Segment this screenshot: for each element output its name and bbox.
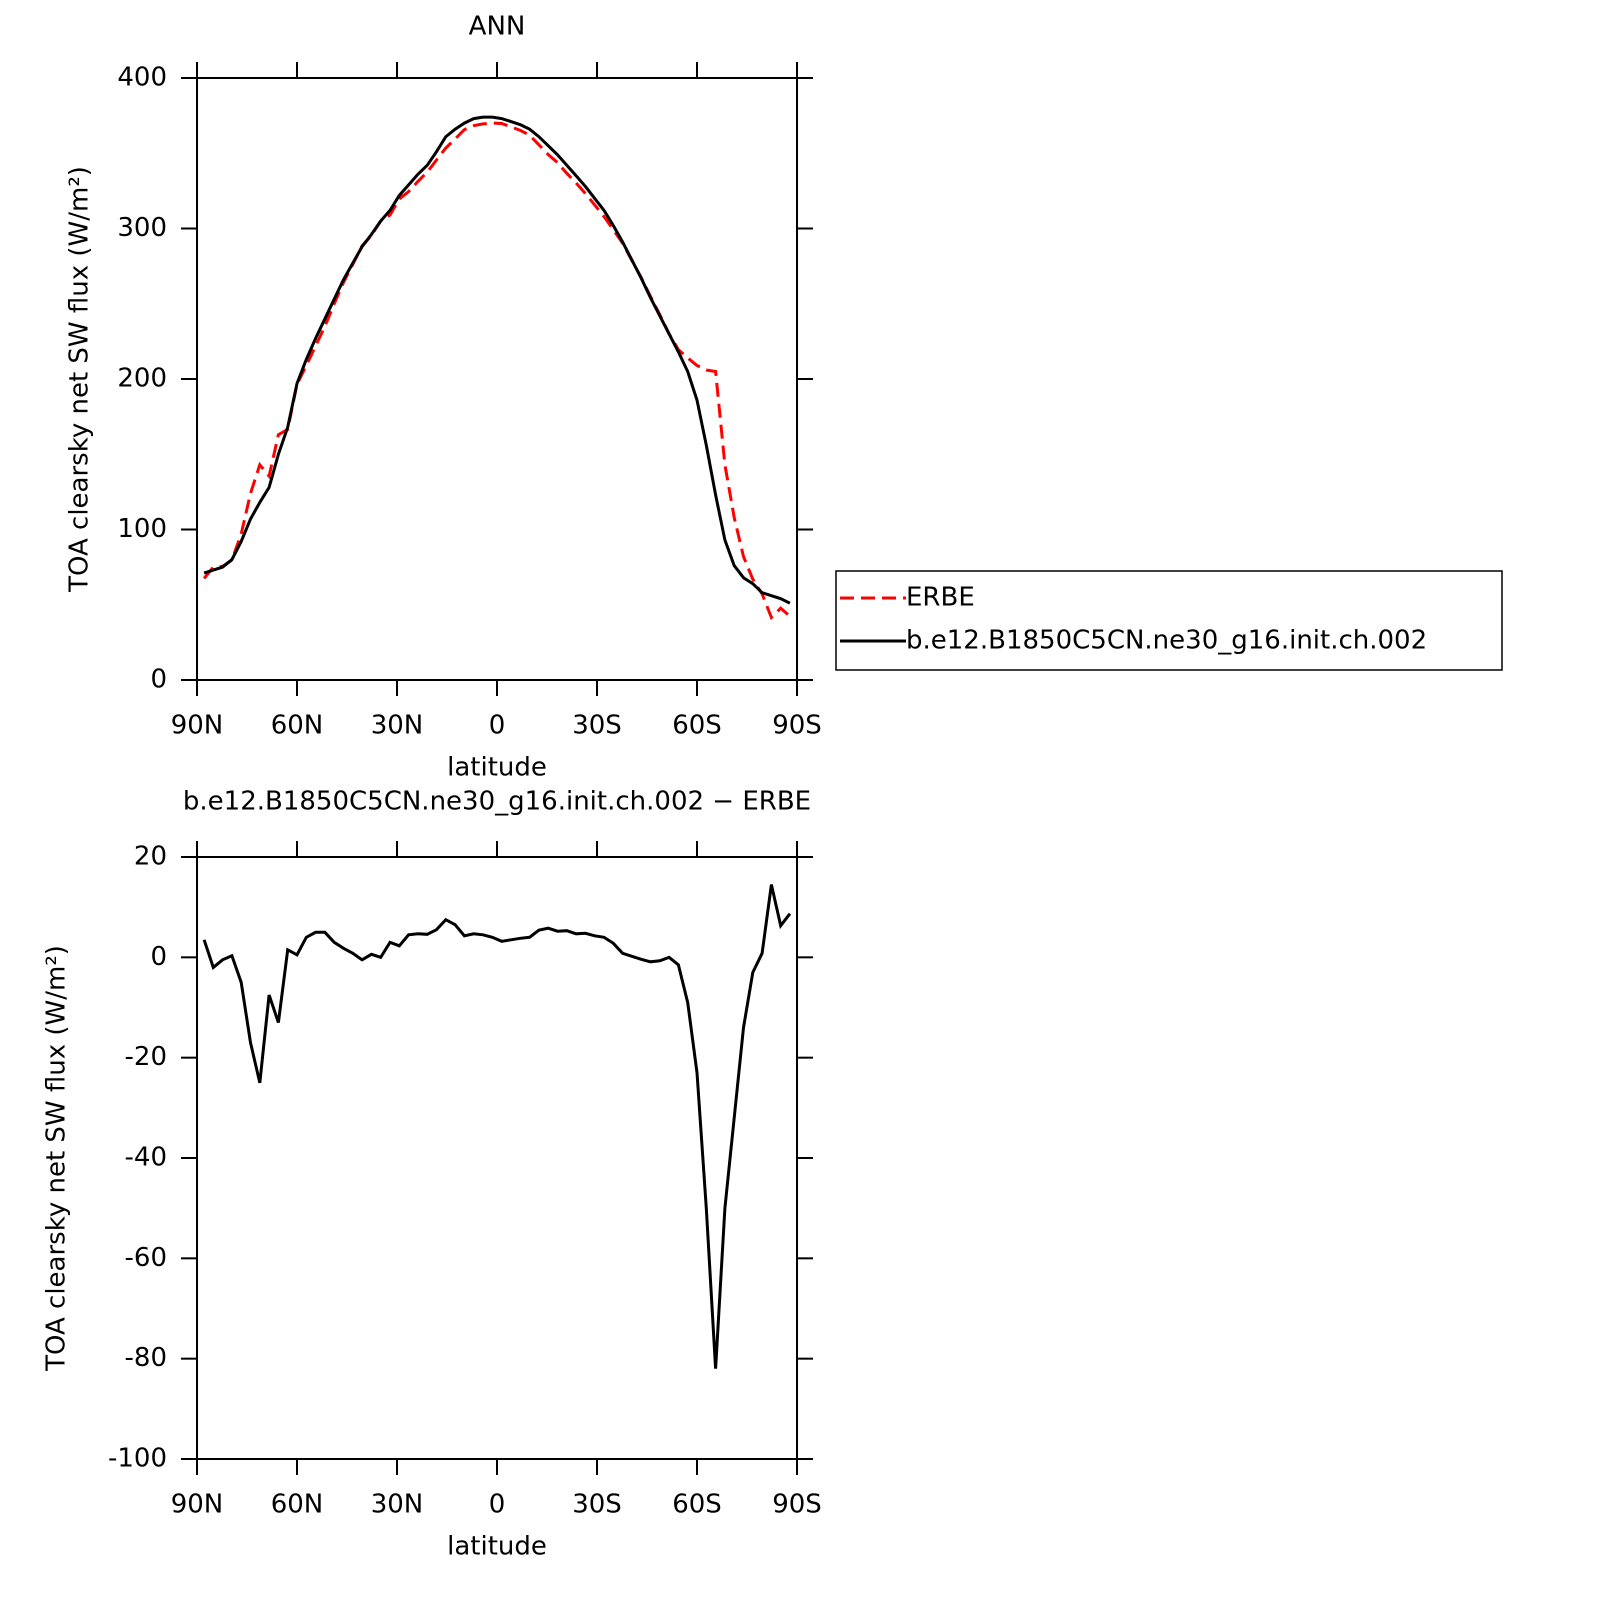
data-line [203, 115, 791, 605]
x-tick-label: 60N [271, 711, 324, 741]
x-tick-label: 30N [371, 1490, 424, 1520]
x-tick-label: 90S [772, 1490, 822, 1520]
y-tick-label: 300 [117, 213, 167, 243]
y-axis-label: TOA clearsky net SW flux (W/m²) [65, 166, 95, 593]
x-axis-label: latitude [447, 1532, 547, 1562]
x-tick-label: 90N [171, 1490, 224, 1520]
y-tick-label: 100 [117, 514, 167, 544]
legend-label: b.e12.B1850C5CN.ne30_g16.init.ch.002 [906, 626, 1427, 656]
data-line [202, 884, 792, 1369]
y-tick-label: 200 [117, 364, 167, 394]
y-tick-label: 0 [150, 942, 167, 972]
y-tick-label: -80 [125, 1343, 167, 1373]
plot-frame [196, 856, 798, 1460]
y-tick-label: 400 [117, 63, 167, 93]
x-tick-label: 60S [672, 1490, 722, 1520]
x-axis-label: latitude [447, 753, 547, 783]
y-tick-label: -100 [108, 1444, 167, 1474]
y-axis-label: TOA clearsky net SW flux (W/m²) [42, 945, 72, 1372]
y-tick-label: -40 [125, 1143, 167, 1173]
x-tick-label: 30N [371, 711, 424, 741]
x-tick-label: 0 [489, 1490, 506, 1520]
x-tick-label: 60S [672, 711, 722, 741]
y-tick-label: -60 [125, 1243, 167, 1273]
x-tick-label: 90S [772, 711, 822, 741]
chart-title: b.e12.B1850C5CN.ne30_g16.init.ch.002 − E… [183, 787, 811, 817]
x-tick-label: 0 [489, 711, 506, 741]
chart-title: ANN [469, 12, 526, 42]
x-tick-label: 60N [271, 1490, 324, 1520]
plot-frame [196, 77, 798, 681]
x-tick-label: 90N [171, 711, 224, 741]
legend-label: ERBE [906, 583, 975, 613]
y-tick-label: -20 [125, 1042, 167, 1072]
data-line [202, 121, 791, 621]
y-tick-label: 20 [134, 842, 167, 872]
x-tick-label: 30S [572, 711, 622, 741]
y-tick-label: 0 [150, 665, 167, 695]
legend-box [835, 570, 1503, 671]
x-tick-label: 30S [572, 1490, 622, 1520]
